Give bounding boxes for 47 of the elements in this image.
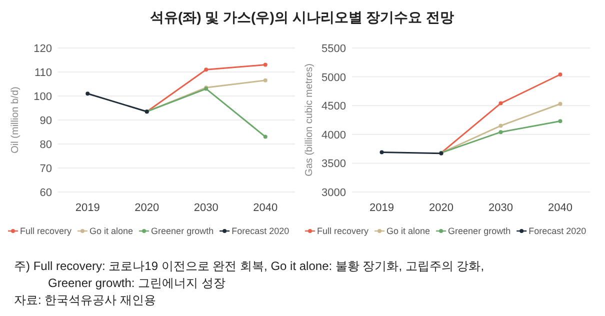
x-tick-label: 2040 — [253, 202, 278, 214]
point — [558, 72, 562, 76]
point — [263, 134, 268, 139]
legend-label: Full recovery — [317, 226, 370, 236]
point — [498, 124, 503, 128]
x-tick-label: 2030 — [194, 202, 218, 214]
y-tick-label: 3500 — [322, 158, 346, 170]
point — [263, 62, 268, 67]
y-tick-label: 100 — [34, 91, 52, 103]
legend-label: Greener growth — [151, 226, 214, 236]
y-axis-title: Oil (million b/d) — [10, 86, 21, 154]
y-tick-label: 90 — [40, 115, 52, 127]
y-tick-label: 3000 — [322, 187, 346, 199]
y-tick-label: 5500 — [322, 43, 346, 55]
x-tick-label: 2019 — [75, 202, 100, 214]
legend-label: Full recovery — [20, 226, 72, 236]
legend-label: Forecast 2020 — [232, 226, 290, 236]
chart-title: 석유(좌) 및 가스(우)의 시나리오별 장기수요 전망 — [150, 9, 454, 25]
x-tick-label: 2020 — [429, 202, 454, 214]
text: 자료: 한국석유공사 재인용 — [14, 293, 156, 307]
point — [204, 68, 208, 72]
y-tick-label: 80 — [40, 139, 52, 151]
y-tick-label: 60 — [40, 187, 52, 199]
x-tick-label: 2040 — [548, 202, 572, 214]
text: 주) Full recovery: 코로나19 이전으로 완전 회복, Go it alone: 불황 장기화, 고립주의 강화, — [14, 259, 484, 273]
text: Greener growth: 그린에너지 성장 — [48, 276, 226, 290]
x-tick-label: 2030 — [488, 202, 513, 214]
point — [263, 78, 268, 82]
legend-label: Forecast 2020 — [528, 226, 586, 236]
x-tick-label: 2019 — [370, 202, 394, 214]
point — [498, 130, 503, 134]
x-tick-label: 2020 — [134, 202, 160, 214]
point — [86, 92, 90, 96]
y-tick-label: 120 — [34, 43, 52, 55]
point — [558, 119, 562, 124]
y-tick-label: 4500 — [322, 100, 346, 113]
legend-label: Go it alone — [90, 226, 134, 236]
y-axis-title: Gas (billion cubic metres) — [304, 64, 315, 176]
point — [380, 150, 384, 154]
point — [498, 101, 503, 106]
y-tick-label: 110 — [34, 67, 52, 79]
legend-label: Greener growth — [448, 226, 511, 236]
y-tick-label: 5000 — [322, 72, 346, 84]
legend-label: Go it alone — [386, 226, 430, 236]
y-tick-label: 4000 — [322, 129, 346, 142]
point — [558, 102, 562, 106]
y-tick-label: 70 — [40, 163, 52, 175]
